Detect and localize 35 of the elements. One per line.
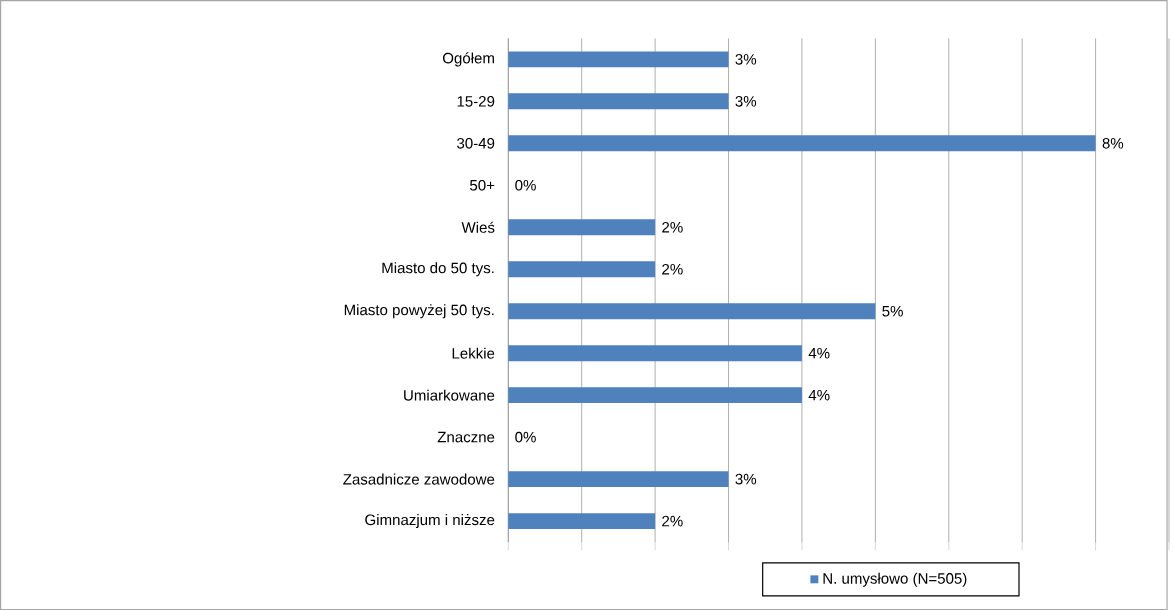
y-tick-label: Umiarkowane xyxy=(404,389,495,401)
bar xyxy=(508,471,729,487)
y-tick-label: Ogółem xyxy=(442,52,494,67)
bar xyxy=(508,51,729,68)
bar xyxy=(508,387,802,404)
bar xyxy=(508,303,876,320)
y-tick-label: Miasto powyżej 50 tys. xyxy=(344,304,494,319)
y-tick-label: 15-29 xyxy=(457,95,495,107)
data-label: 3% xyxy=(735,53,757,65)
y-tick-label: Wieś xyxy=(461,221,495,233)
data-label: 3% xyxy=(735,473,757,485)
data-label: 5% xyxy=(882,305,903,317)
data-label: 3% xyxy=(735,95,757,107)
y-tick-label: Miasto do 50 tys. xyxy=(382,262,494,277)
data-label: 0% xyxy=(515,431,536,443)
y-tick-label: Znaczne xyxy=(437,431,495,443)
y-tick-label: Zasadnicze zawodowe xyxy=(343,473,495,485)
bar xyxy=(508,93,729,110)
data-label: 4% xyxy=(808,347,830,359)
data-label: 8% xyxy=(1102,137,1124,149)
bar xyxy=(508,261,656,278)
data-label: 2% xyxy=(662,221,683,233)
data-label: 2% xyxy=(662,515,683,527)
y-tick-label: 30-49 xyxy=(457,137,495,149)
legend-label: N. umysłowo (N=505) xyxy=(823,572,967,587)
data-label: 4% xyxy=(808,389,830,401)
y-tick-label: Lekkie xyxy=(452,347,495,359)
y-tick-label: 50+ xyxy=(470,179,495,191)
bar xyxy=(508,135,1096,152)
bar xyxy=(508,513,656,529)
bar xyxy=(508,219,656,236)
y-tick-label: Gimnazjum i niższe xyxy=(365,513,495,529)
data-label: 0% xyxy=(515,179,536,191)
bar xyxy=(508,345,802,362)
data-label: 2% xyxy=(662,263,683,275)
